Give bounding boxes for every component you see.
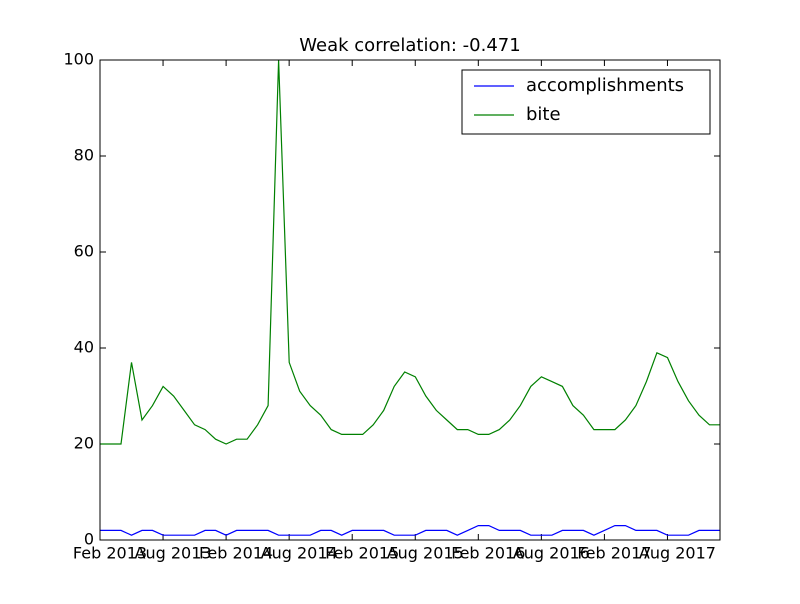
series-line bbox=[100, 525, 720, 536]
y-tick-label: 0 bbox=[84, 530, 94, 549]
x-tick-label: Aug 2017 bbox=[639, 544, 716, 563]
y-tick-label: 40 bbox=[74, 338, 94, 357]
y-tick-label: 100 bbox=[63, 50, 94, 69]
y-tick-label: 20 bbox=[74, 434, 94, 453]
chart-title: Weak correlation: -0.471 bbox=[299, 35, 520, 56]
plot-frame bbox=[99, 59, 721, 541]
series-line bbox=[100, 59, 720, 445]
legend-box bbox=[461, 69, 711, 135]
x-tick-label: Feb 2015 bbox=[325, 544, 399, 563]
x-tick-label: Aug 2013 bbox=[135, 544, 212, 563]
x-tick-label: Feb 2014 bbox=[199, 544, 273, 563]
x-tick-label: Aug 2016 bbox=[513, 544, 590, 563]
x-tick-label: Feb 2013 bbox=[73, 544, 147, 563]
y-tick-label: 60 bbox=[74, 242, 94, 261]
x-tick-label: Aug 2015 bbox=[387, 544, 464, 563]
x-tick-label: Feb 2016 bbox=[451, 544, 525, 563]
y-tick-label: 80 bbox=[74, 146, 94, 165]
x-tick-label: Aug 2014 bbox=[261, 544, 338, 563]
legend-label: bite bbox=[526, 104, 561, 125]
legend-label: accomplishments bbox=[526, 75, 684, 96]
x-tick-label: Feb 2017 bbox=[577, 544, 651, 563]
